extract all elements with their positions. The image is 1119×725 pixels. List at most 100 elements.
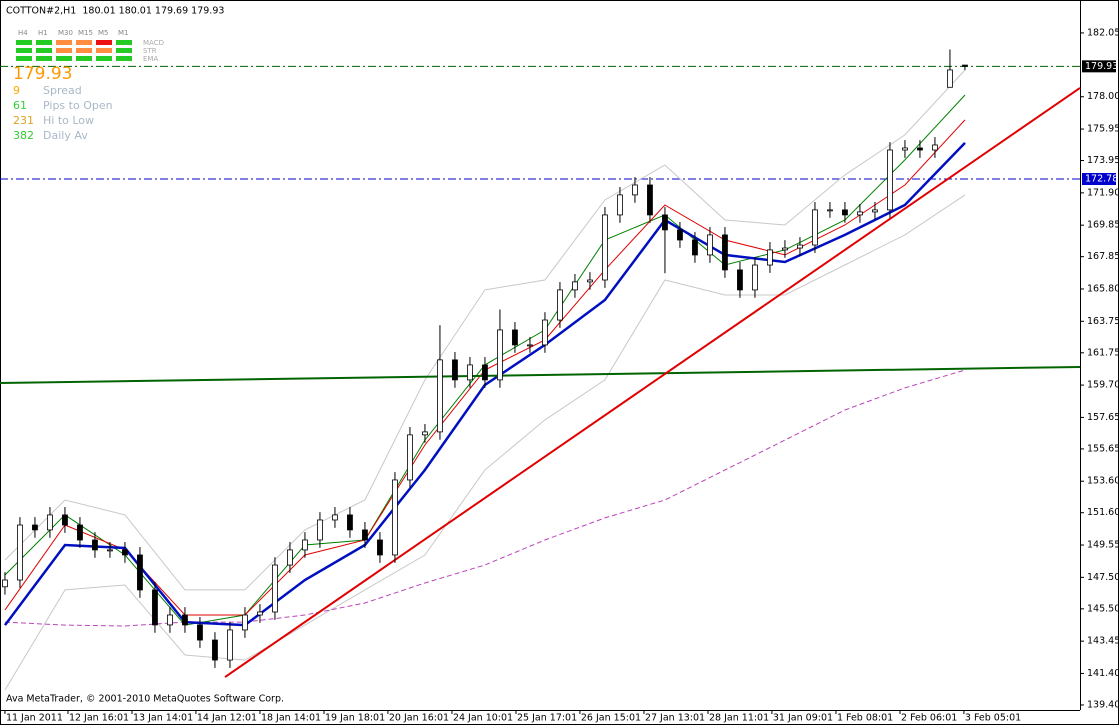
y-tick-label: 155.65 [1087,443,1119,454]
candle-body [482,364,488,381]
y-tick-label: 163.75 [1087,316,1119,327]
y-tick-label: 149.55 [1087,540,1119,551]
x-tick-label: 27 Jan 13:01 [645,713,705,724]
y-tick-label: 157.65 [1087,412,1119,423]
x-tick-label: 18 Jan 14:01 [261,713,321,724]
timeframe-label: H4 [18,29,28,37]
y-tick-label: 169.85 [1087,220,1119,231]
indicator-line [4,194,966,691]
stat-label: Pips to Open [43,99,113,112]
indicator-label: MACD [143,39,164,47]
candle-body [542,319,548,346]
chart-title: COTTON#2,H1 180.01 180.01 179.69 179.93 [6,6,224,17]
candle-body [602,214,608,281]
candle-body [497,329,503,381]
candle-body [857,211,863,216]
level-label: 172.78 [1085,173,1118,184]
x-tick-label: 28 Jan 11:01 [709,713,769,724]
x-tick-label: 3 Feb 05:01 [965,713,1021,724]
signal-block [96,48,112,53]
candle-body [227,629,233,661]
candle-body [122,549,128,556]
timeframe-label: H1 [38,29,48,37]
candle-body [827,209,833,212]
y-tick-label: 171.90 [1087,187,1119,198]
indicator-line [4,369,966,627]
y-tick-label: 165.80 [1087,283,1119,294]
candle-body [722,234,728,271]
candle-body [557,289,563,321]
signal-block [36,56,52,61]
candle-body [692,239,698,256]
candle-body [737,269,743,291]
y-tick-label: 147.50 [1087,572,1119,583]
y-tick-label: 151.60 [1087,507,1119,518]
signal-block [116,48,132,53]
x-tick-label: 12 Jan 16:01 [69,713,129,724]
candle-body [902,147,908,151]
signal-block [36,40,52,45]
signal-block [76,56,92,61]
candle-body [947,69,953,88]
y-tick-label: 159.70 [1087,380,1119,391]
x-tick-label: 25 Jan 17:01 [517,713,577,724]
candle-body [182,614,188,626]
candle-body [332,514,338,521]
candle-body [617,194,623,216]
signal-block [36,48,52,53]
candle-body [797,244,803,249]
y-tick-label: 167.85 [1087,251,1119,262]
candle-body [407,434,413,481]
candle-body [32,524,38,531]
x-tick-label: 19 Jan 18:01 [325,713,385,724]
x-tick-label: 26 Jan 15:01 [581,713,641,724]
candle-body [197,624,203,641]
x-tick-label: 11 Jan 2011 [6,713,63,724]
price: 179.93 [13,64,72,84]
candle-body [467,364,473,381]
candle-body [62,514,68,526]
signal-block [96,56,112,61]
candle-body [452,359,458,381]
trendline [224,87,1081,678]
candle-body [47,514,53,531]
stat-label: Daily Av [43,129,88,142]
y-tick-label: 161.75 [1087,347,1119,358]
indicator-label: EMA [143,55,158,63]
signal-block [16,56,32,61]
candle-body [887,149,893,211]
y-tick-label: 143.45 [1087,636,1119,647]
candle-body [422,431,428,436]
candle-body [2,579,8,588]
candle-body [647,184,653,216]
signal-block [56,56,72,61]
candle-body [257,611,263,616]
x-tick-label: 20 Jan 16:01 [389,713,449,724]
x-tick-label: 13 Jan 14:01 [133,713,193,724]
candle-body [107,549,113,552]
stat-value: 231 [13,114,34,127]
candle-body [632,184,638,196]
timeframe-label: M30 [58,29,73,37]
candle-body [212,639,218,661]
candle-body [437,359,443,433]
candle-body [962,64,968,67]
candle-body [302,539,308,551]
signal-block [16,48,32,53]
timeframe-label: M1 [118,29,129,37]
y-tick-label: 141.40 [1087,668,1119,679]
candle-body [782,247,788,251]
timeframe-label: M15 [78,29,93,37]
candle-body [932,144,938,151]
candle-body [242,614,248,631]
indicator-line [4,69,966,591]
y-tick-label: 139.40 [1087,699,1119,710]
x-tick-label: 2 Feb 06:01 [901,713,957,724]
candle-body [917,147,923,151]
x-tick-label: 31 Jan 09:01 [773,713,833,724]
level-label-box [1082,60,1116,73]
candle-body [77,524,83,541]
candle-body [272,564,278,613]
signal-block [76,40,92,45]
stat-label: Hi to Low [43,114,94,127]
